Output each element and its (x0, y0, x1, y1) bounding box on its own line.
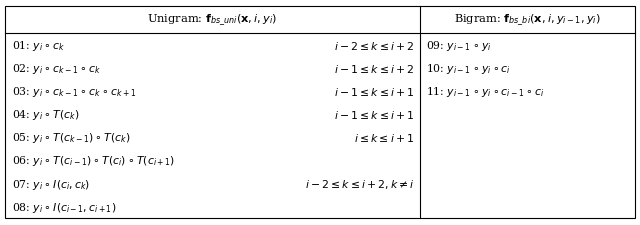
Text: $i \leq k \leq i+1$: $i \leq k \leq i+1$ (354, 132, 414, 144)
Text: 05: $y_i \circ T(c_{k-1}) \circ T(c_k)$: 05: $y_i \circ T(c_{k-1}) \circ T(c_k)$ (12, 131, 130, 145)
Text: 04: $y_i \circ T(c_k)$: 04: $y_i \circ T(c_k)$ (12, 108, 79, 122)
Text: 09: $y_{i-1} \circ y_i$: 09: $y_{i-1} \circ y_i$ (426, 39, 492, 53)
Text: 01: $y_i \circ c_k$: 01: $y_i \circ c_k$ (12, 39, 65, 53)
Text: 11: $y_{i-1} \circ y_i \circ c_{i-1} \circ c_i$: 11: $y_{i-1} \circ y_i \circ c_{i-1} \ci… (426, 85, 545, 99)
Text: 03: $y_i \circ c_{k-1} \circ c_k \circ c_{k+1}$: 03: $y_i \circ c_{k-1} \circ c_k \circ c… (12, 85, 136, 99)
Text: 07: $y_i \circ I(c_i, c_k)$: 07: $y_i \circ I(c_i, c_k)$ (12, 177, 90, 191)
Text: $i-1 \leq k \leq i+2$: $i-1 \leq k \leq i+2$ (334, 63, 414, 75)
Text: Bigram: $\mathbf{f}_{bs\_bi}(\mathbf{x}, i, y_{i-1}, y_i)$: Bigram: $\mathbf{f}_{bs\_bi}(\mathbf{x},… (454, 13, 600, 28)
Text: 08: $y_i \circ I(c_{i-1}, c_{i+1})$: 08: $y_i \circ I(c_{i-1}, c_{i+1})$ (12, 200, 116, 214)
Text: $i-2 \leq k \leq i+2$: $i-2 \leq k \leq i+2$ (334, 40, 414, 52)
Text: 02: $y_i \circ c_{k-1} \circ c_k$: 02: $y_i \circ c_{k-1} \circ c_k$ (12, 62, 101, 76)
Text: 06: $y_i \circ T(c_{i-1}) \circ T(c_i) \circ T(c_{i+1})$: 06: $y_i \circ T(c_{i-1}) \circ T(c_i) \… (12, 154, 175, 168)
Text: 10: $y_{i-1} \circ y_i \circ c_i$: 10: $y_{i-1} \circ y_i \circ c_i$ (426, 62, 511, 76)
Text: $i-1 \leq k \leq i+1$: $i-1 \leq k \leq i+1$ (334, 109, 414, 121)
Text: $i-2 \leq k \leq i+2, k \neq i$: $i-2 \leq k \leq i+2, k \neq i$ (305, 177, 414, 190)
Text: Unigram: $\mathbf{f}_{bs\_uni}(\mathbf{x}, i, y_i)$: Unigram: $\mathbf{f}_{bs\_uni}(\mathbf{x… (147, 13, 278, 28)
Text: $i-1 \leq k \leq i+1$: $i-1 \leq k \leq i+1$ (334, 86, 414, 98)
